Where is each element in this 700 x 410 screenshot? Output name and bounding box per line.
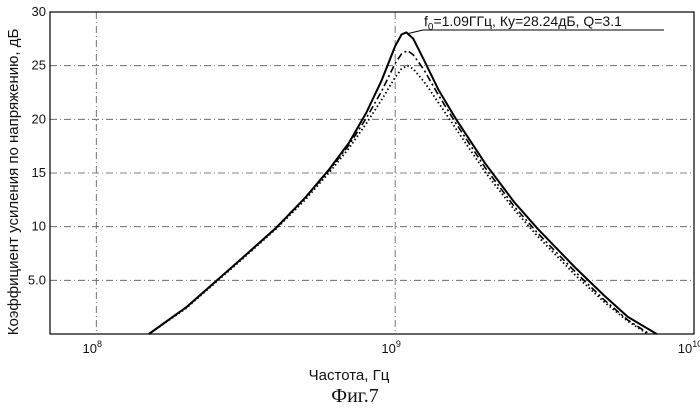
x-tick-label: 108 xyxy=(83,339,102,356)
figure-caption: Фиг.7 xyxy=(331,385,378,407)
y-tick-label: 10 xyxy=(32,219,46,234)
y-tick-label: 20 xyxy=(32,111,46,126)
x-tick-label: 1010 xyxy=(678,339,700,356)
x-tick-label: 109 xyxy=(381,339,400,356)
x-axis-label: Частота, Гц xyxy=(309,367,390,384)
y-tick-label: 30 xyxy=(32,4,46,19)
y-axis-label: Коэффициент усиления по напряжению, дБ xyxy=(5,29,22,336)
y-tick-label: 15 xyxy=(32,165,46,180)
annotation-group: f0=1.09ГГц, Ку=28.24дБ, Q=3.1 xyxy=(408,13,664,33)
y-tick-label: 25 xyxy=(32,58,46,73)
series-line-dotted xyxy=(149,66,648,334)
series-lines xyxy=(149,32,657,334)
series-line-dashdot xyxy=(149,51,650,334)
y-tick-label: 5.0 xyxy=(28,272,46,287)
series-line-solid xyxy=(149,32,657,334)
annotation-leader xyxy=(408,30,423,33)
grid xyxy=(50,12,694,334)
tick-labels: 108 109 1010 5.0 10 15 20 25 30 xyxy=(28,4,700,356)
